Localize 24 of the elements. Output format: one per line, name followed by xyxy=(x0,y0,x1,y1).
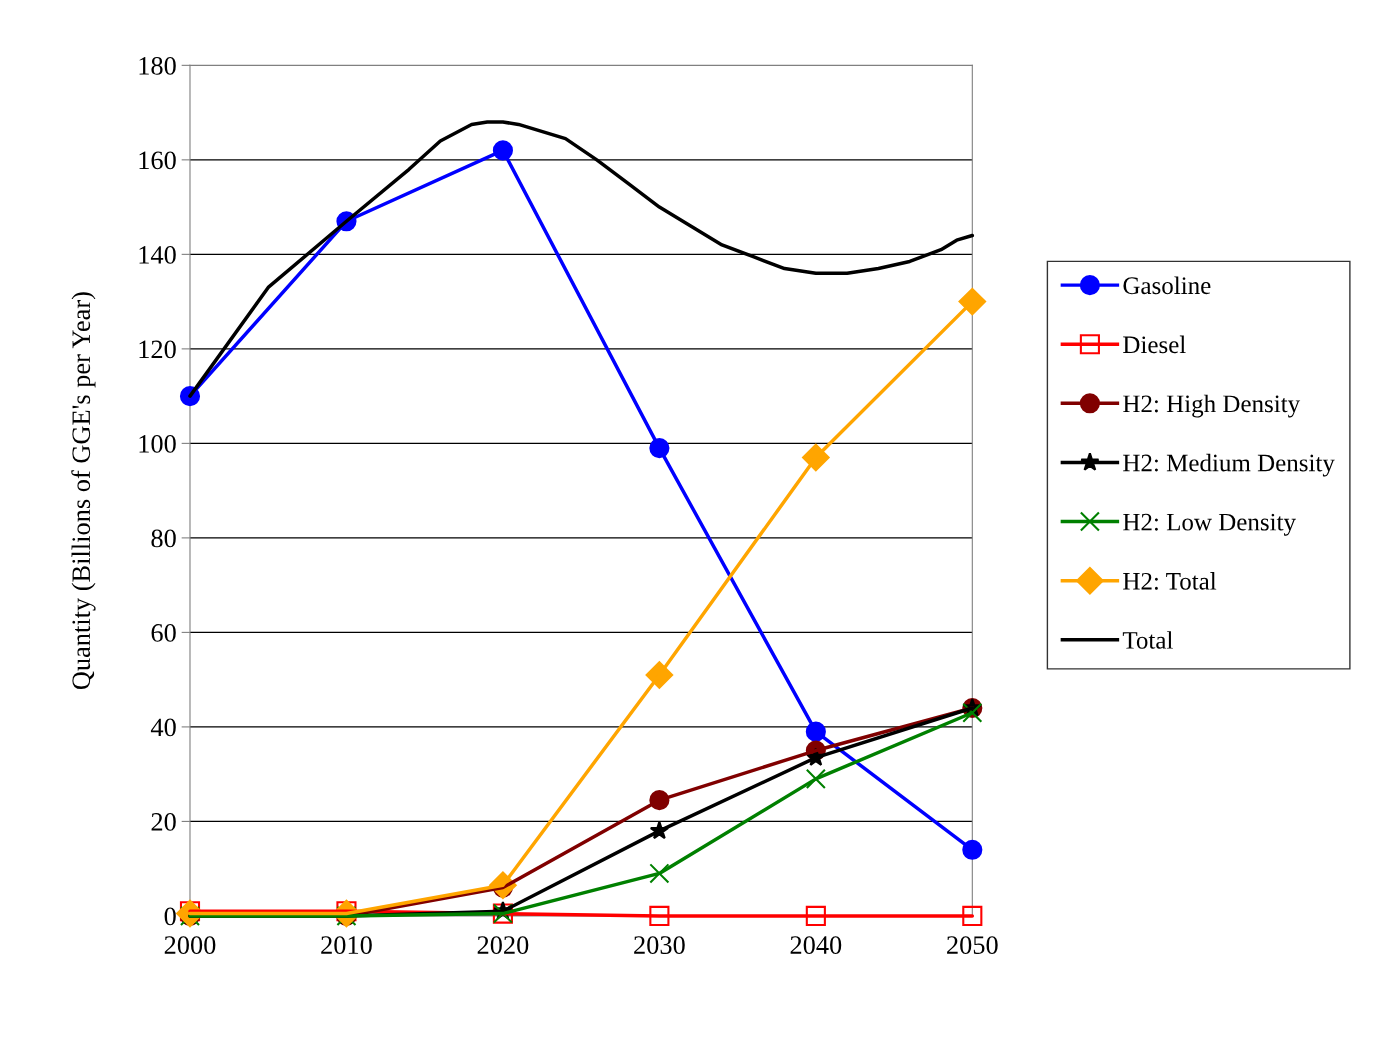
legend-label: H2: Medium Density xyxy=(1123,453,1335,477)
y-tick-label: 100 xyxy=(139,434,176,453)
y-tick-label: 0 xyxy=(164,907,176,926)
x-tick-label: 2050 xyxy=(947,936,998,954)
y-tick-label: 140 xyxy=(139,245,176,264)
y-tick-label: 160 xyxy=(139,151,176,170)
legend-label: Diesel xyxy=(1123,335,1186,354)
x-tick-label: 2020 xyxy=(477,936,529,954)
y-tick-label: 60 xyxy=(151,624,176,642)
legend-label: H2: Total xyxy=(1123,572,1217,590)
x-tick-label: 2040 xyxy=(790,936,842,954)
y-tick-label: 40 xyxy=(150,718,176,737)
y-axis-title: Quantity (Billions of GGE's per Year) xyxy=(71,292,96,690)
x-tick-label: 2010 xyxy=(321,936,372,954)
x-tick-label: 2000 xyxy=(164,936,216,954)
legend-label: Gasoline xyxy=(1123,276,1211,295)
y-tick-label: 120 xyxy=(139,340,176,359)
y-tick-label: 20 xyxy=(151,813,176,831)
legend-label: H2: High Density xyxy=(1123,394,1301,418)
x-tick-label: 2030 xyxy=(634,936,685,954)
legend-label: H2: Low Density xyxy=(1123,513,1296,536)
y-tick-label: 180 xyxy=(139,56,176,75)
y-tick-label: 80 xyxy=(151,529,176,548)
legend-label: Total xyxy=(1122,631,1173,649)
